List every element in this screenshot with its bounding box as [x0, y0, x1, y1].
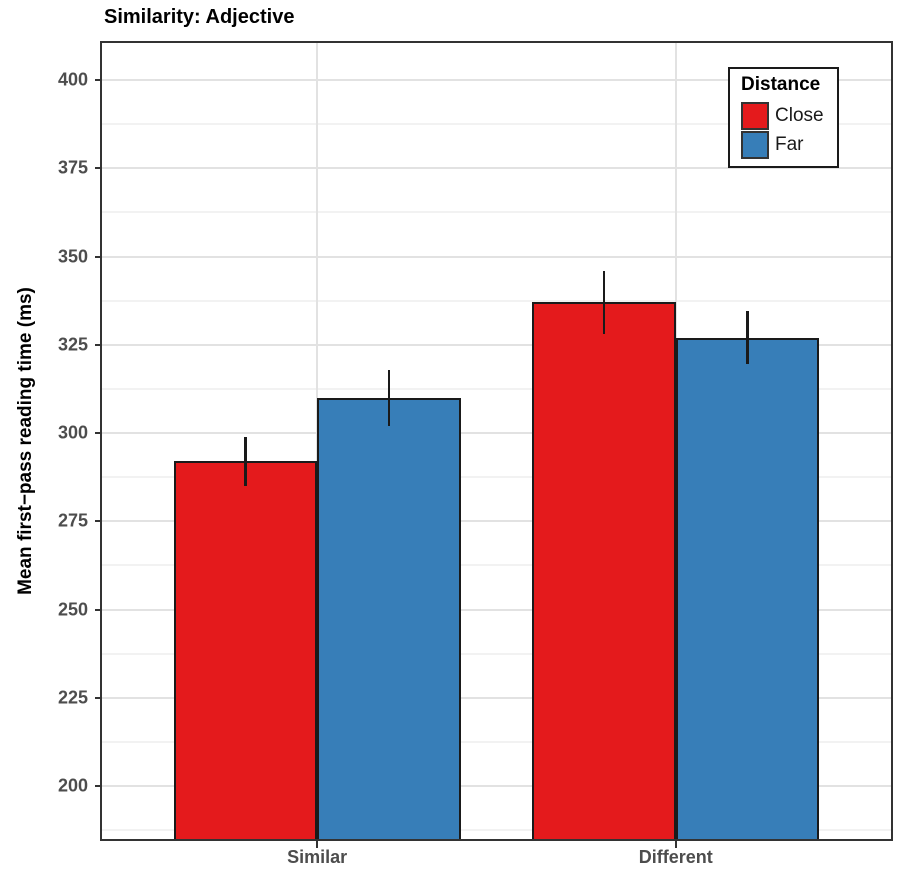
- gridline-minor: [102, 829, 891, 832]
- bar-different-far: [675, 337, 820, 839]
- gridline-minor: [102, 652, 891, 655]
- gridline-major: [102, 696, 891, 699]
- error-bar-similar-close: [244, 436, 247, 486]
- y-tick-label: 225: [57, 687, 88, 708]
- gridline-major: [102, 79, 891, 82]
- y-tick-label: 400: [57, 69, 88, 90]
- error-bar-different-far: [746, 311, 749, 365]
- bar-different-close: [532, 302, 676, 839]
- gridline-minor: [102, 476, 891, 479]
- gridline-minor: [102, 387, 891, 390]
- y-tick-mark: [95, 608, 102, 611]
- legend-title: Distance: [741, 74, 821, 95]
- y-tick-mark: [95, 432, 102, 435]
- error-bar-similar-far: [387, 369, 391, 426]
- legend: Distance Close Far: [728, 67, 839, 168]
- y-tick-mark: [95, 255, 102, 258]
- y-tick-label: 200: [57, 775, 88, 796]
- x-tick-label: Similar: [287, 847, 348, 867]
- bar-similar-far: [317, 397, 461, 839]
- legend-item: Close: [741, 101, 837, 130]
- x-tick-label: Different: [638, 847, 713, 867]
- gridline-minor: [102, 299, 891, 302]
- gridline-major: [102, 785, 891, 788]
- gridline-major: [102, 432, 891, 435]
- y-tick-mark: [95, 167, 102, 170]
- legend-swatch-far: [741, 130, 769, 159]
- gridline-minor: [102, 211, 891, 214]
- y-tick-label: 325: [57, 334, 88, 355]
- y-tick-label: 300: [57, 422, 88, 443]
- y-tick-label: 250: [57, 599, 88, 620]
- gridline-major: [102, 520, 891, 523]
- plot-title: Similarity: Adjective: [104, 6, 295, 28]
- y-tick-mark: [95, 79, 102, 82]
- y-tick-mark: [95, 343, 102, 346]
- y-tick-mark: [95, 520, 102, 523]
- gridline-major: [102, 343, 891, 346]
- legend-items: Close Far: [741, 101, 837, 159]
- y-tick-mark: [95, 785, 102, 788]
- gridline-major: [102, 608, 891, 611]
- y-tick-label: 275: [57, 510, 88, 531]
- legend-swatch-close: [741, 101, 769, 130]
- y-tick-mark: [95, 696, 102, 699]
- legend-item-label: Far: [775, 133, 804, 155]
- gridline-major: [102, 255, 891, 258]
- x-tick-mark: [316, 841, 319, 848]
- gridline-minor: [102, 123, 891, 126]
- legend-item-label: Close: [775, 104, 824, 126]
- gridline-major: [102, 167, 891, 170]
- gridline-minor: [102, 564, 891, 567]
- y-tick-label: 375: [57, 157, 88, 178]
- plot-panel: [100, 41, 893, 841]
- y-tick-label: 350: [57, 246, 88, 267]
- error-bar-different-close: [602, 270, 606, 335]
- bar-similar-close: [173, 461, 318, 839]
- x-tick-mark: [674, 841, 677, 848]
- gridline-minor: [102, 740, 891, 743]
- legend-item: Far: [741, 130, 837, 159]
